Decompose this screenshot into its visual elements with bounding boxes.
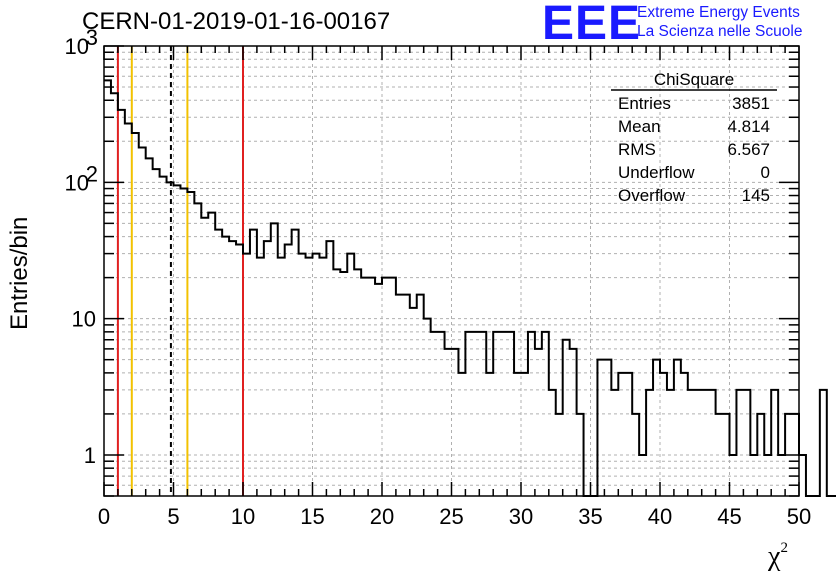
- x-tick-label: 45: [717, 504, 741, 529]
- y-tick-label: 10: [72, 307, 96, 332]
- stats-row-value: 6.567: [727, 140, 770, 159]
- stats-row-value: 4.814: [727, 117, 770, 136]
- x-tick-label: 5: [167, 504, 179, 529]
- stats-row-value: 145: [742, 186, 770, 205]
- y-tick-label: 10: [65, 170, 89, 195]
- stats-header: ChiSquare: [654, 70, 734, 89]
- y-tick-label-exponent: 3: [86, 25, 98, 50]
- stats-row-value: 0: [761, 163, 770, 182]
- chart-title: CERN-01-2019-01-16-00167: [82, 8, 391, 35]
- x-tick-label: 15: [300, 504, 324, 529]
- stats-row-label: Overflow: [618, 186, 686, 205]
- x-tick-label: 0: [98, 504, 110, 529]
- x-tick-label: 40: [648, 504, 672, 529]
- stats-row-label: RMS: [618, 140, 656, 159]
- x-tick-label: 25: [439, 504, 463, 529]
- histogram-outline: [104, 79, 836, 497]
- x-tick-label: 20: [370, 504, 394, 529]
- grid: [104, 46, 799, 496]
- stats-row-label: Mean: [618, 117, 661, 136]
- y-tick-label: 10: [65, 34, 89, 59]
- x-tick-label: 10: [231, 504, 255, 529]
- x-axis-label-base: χ: [768, 541, 781, 572]
- x-axis-label-superscript: 2: [780, 540, 788, 556]
- y-tick-label-exponent: 2: [86, 161, 98, 186]
- x-tick-label: 50: [787, 504, 811, 529]
- stats-row-value: 3851: [732, 94, 770, 113]
- x-axis-label: χ2: [768, 540, 788, 573]
- logo-tagline-1: Extreme Energy Events: [637, 4, 800, 21]
- stats-row-label: Underflow: [618, 163, 695, 182]
- eee-logo: EEE: [542, 0, 642, 50]
- x-tick-label: 35: [578, 504, 602, 529]
- x-tick-label: 30: [509, 504, 533, 529]
- reference-lines: [116, 46, 244, 496]
- logo-tagline-2: La Scienza nelle Scuole: [637, 23, 803, 40]
- stats-box: ChiSquare Entries 3851 Mean 4.814 RMS 6.567 Und…: [611, 70, 777, 205]
- y-tick-label: 1: [84, 443, 96, 468]
- axis-ticks: [103, 45, 800, 497]
- stats-row-label: Entries: [618, 94, 671, 113]
